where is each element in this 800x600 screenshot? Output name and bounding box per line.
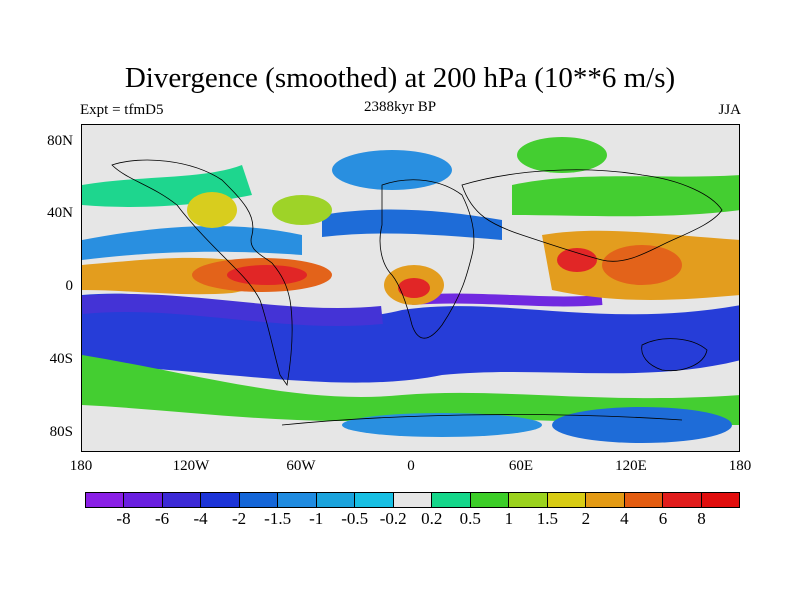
- colorbar-swatch: [701, 493, 739, 507]
- colorbar-swatch: [86, 493, 125, 507]
- colorbar-label: -2: [232, 509, 247, 528]
- divergence-map: [81, 124, 740, 452]
- colorbar-label: 0.2: [421, 509, 443, 528]
- colorbar-swatch: [239, 493, 279, 507]
- colorbar-swatch: [509, 493, 548, 507]
- lon-tick-120e: 120E: [615, 458, 647, 474]
- lon-tick-0: 0: [407, 458, 415, 474]
- lon-tick-60e: 60E: [508, 458, 534, 474]
- colorbar-label: 2: [581, 509, 591, 528]
- colorbar-swatch: [432, 493, 471, 507]
- colorbar-swatch: [586, 493, 625, 507]
- plot-title: Divergence (smoothed) at 200 hPa (10**6 …: [124, 62, 676, 94]
- lon-tick-180w: 180: [69, 458, 93, 474]
- colorbar-label: -4: [193, 509, 208, 528]
- map-canvas: [82, 125, 739, 451]
- lon-tick-180e: 180: [728, 458, 752, 474]
- colorbar-label: 8: [697, 509, 706, 528]
- colorbar-label: 1.5: [536, 509, 558, 528]
- colorbar-label: 4: [620, 509, 629, 528]
- colorbar-label: -1: [309, 509, 324, 528]
- colorbar-label: 1: [504, 509, 514, 528]
- colorbar-label: 0.5: [459, 509, 481, 528]
- colorbar-swatch: [470, 493, 510, 507]
- experiment-label: Expt = tfmD5: [80, 102, 164, 118]
- lat-tick-0: 0: [65, 278, 74, 294]
- season-label: JJA: [718, 102, 741, 118]
- colorbar-label: -6: [154, 509, 170, 528]
- lat-tick-80s: 80S: [49, 424, 73, 440]
- coastlines: [111, 159, 723, 426]
- lon-tick-60w: 60W: [286, 458, 316, 474]
- colorbar: [85, 492, 740, 508]
- colorbar-swatch: [201, 493, 240, 507]
- colorbar-swatch: [162, 493, 202, 507]
- colorbar-swatch: [278, 493, 317, 507]
- lat-tick-40s: 40S: [49, 351, 73, 367]
- lon-tick-120w: 120W: [172, 458, 210, 474]
- lat-tick-80n: 80N: [47, 133, 73, 149]
- colorbar-swatch: [124, 493, 163, 507]
- colorbar-swatch: [316, 493, 356, 507]
- lat-tick-40n: 40N: [47, 205, 73, 221]
- colorbar-label: 6: [658, 509, 668, 528]
- colorbar-swatch: [547, 493, 587, 507]
- colorbar-swatch: [624, 493, 664, 507]
- colorbar-label: -8: [116, 509, 131, 528]
- colorbar-swatch: [355, 493, 394, 507]
- colorbar-swatch: [393, 493, 433, 507]
- colorbar-label: -1.5: [264, 509, 292, 528]
- colorbar-label: -0.5: [341, 509, 369, 528]
- colorbar-label: -0.2: [379, 509, 407, 528]
- colorbar-swatch: [663, 493, 702, 507]
- time-label: 2388kyr BP: [363, 99, 437, 115]
